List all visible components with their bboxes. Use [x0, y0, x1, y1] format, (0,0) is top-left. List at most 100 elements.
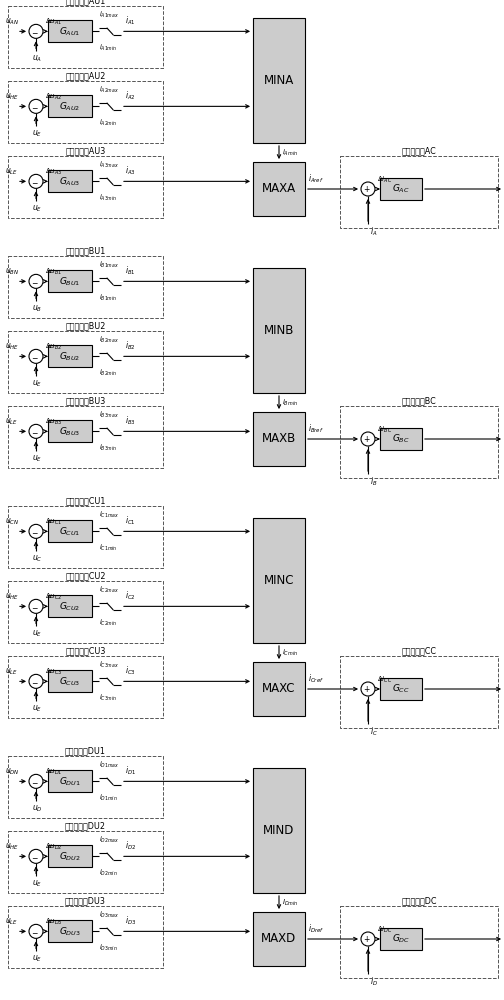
Text: $\Delta u_{D2}$: $\Delta u_{D2}$ [45, 842, 62, 852]
Text: $\Delta u_{D1}$: $\Delta u_{D1}$ [45, 767, 62, 777]
Text: $i_{D1min}$: $i_{D1min}$ [99, 792, 118, 803]
Text: $\Delta u_{B1}$: $\Delta u_{B1}$ [45, 267, 62, 277]
Text: $u_E$: $u_E$ [32, 703, 42, 714]
Bar [48, 520, 92, 542]
Text: 电压控制环CU2: 电压控制环CU2 [65, 571, 106, 580]
Text: $u_{HE}$: $u_{HE}$ [5, 842, 19, 852]
Bar [8, 831, 163, 893]
Text: $I_{Dmin}$: $I_{Dmin}$ [282, 897, 299, 908]
Text: 电压控制环BU3: 电压控制环BU3 [66, 396, 106, 405]
Bar [340, 406, 498, 478]
Text: $\Delta i_{BC}$: $\Delta i_{BC}$ [377, 425, 393, 435]
Text: $i_{C2}$: $i_{C2}$ [125, 590, 136, 602]
Text: $i_{C1max}$: $i_{C1max}$ [99, 510, 119, 520]
Bar [8, 656, 163, 718]
Text: $\Delta u_{D3}$: $\Delta u_{D3}$ [45, 917, 62, 927]
Text: $i_{A1min}$: $i_{A1min}$ [99, 42, 117, 53]
Bar [340, 156, 498, 228]
Text: $i_{B3min}$: $i_{B3min}$ [99, 442, 117, 453]
Text: $u_A$: $u_A$ [32, 53, 42, 64]
Text: $i_{C1min}$: $i_{C1min}$ [99, 542, 117, 553]
Bar [253, 268, 305, 393]
Text: MAXD: MAXD [262, 932, 297, 946]
Text: $i_{D3}$: $i_{D3}$ [125, 915, 136, 927]
Text: MINC: MINC [264, 574, 294, 587]
Text: $u_C$: $u_C$ [32, 553, 42, 564]
Text: $G_{CU3}$: $G_{CU3}$ [59, 675, 81, 688]
Text: $\Delta u_{A3}$: $\Delta u_{A3}$ [45, 167, 62, 177]
Bar [48, 270, 92, 292]
Text: $i_{D1max}$: $i_{D1max}$ [99, 760, 119, 770]
Text: $i_{Bref}$: $i_{Bref}$ [308, 422, 324, 435]
Text: $i_{C2max}$: $i_{C2max}$ [99, 585, 119, 595]
Bar [380, 678, 422, 700]
Text: $i_C$: $i_C$ [370, 726, 378, 738]
Text: $\Delta u_{B3}$: $\Delta u_{B3}$ [45, 417, 62, 427]
Text: $+$: $+$ [363, 684, 371, 694]
Text: $-$: $-$ [31, 602, 39, 611]
Text: $G_{DU3}$: $G_{DU3}$ [59, 925, 81, 938]
Text: $i_A$: $i_A$ [370, 226, 377, 238]
Text: $i_{A3}$: $i_{A3}$ [125, 165, 136, 177]
Text: 电压控制环AU3: 电压控制环AU3 [66, 146, 106, 155]
Text: 电压控制环AU1: 电压控制环AU1 [66, 0, 106, 5]
Text: $i_{B1}$: $i_{B1}$ [125, 265, 136, 277]
Bar [253, 768, 305, 893]
Bar [8, 256, 163, 318]
Text: $u_{AN}$: $u_{AN}$ [5, 17, 19, 27]
Bar [48, 845, 92, 867]
Text: 电压控制环DU2: 电压控制环DU2 [65, 821, 106, 830]
Text: $u_E$: $u_E$ [32, 378, 42, 389]
Text: $-$: $-$ [31, 777, 39, 786]
Text: MIND: MIND [263, 824, 295, 837]
Text: $\Delta u_{A2}$: $\Delta u_{A2}$ [45, 92, 62, 102]
Text: $i_{D3max}$: $i_{D3max}$ [99, 910, 119, 920]
Text: $-$: $-$ [31, 677, 39, 686]
Text: MINB: MINB [264, 324, 294, 337]
Bar [253, 162, 305, 216]
Text: $-$: $-$ [31, 527, 39, 536]
Text: $-$: $-$ [31, 427, 39, 436]
Bar [8, 156, 163, 218]
Text: 电压控制环BU2: 电压控制环BU2 [66, 321, 106, 330]
Text: $i_{Cref}$: $i_{Cref}$ [308, 672, 324, 685]
Text: $i_{C2min}$: $i_{C2min}$ [99, 617, 117, 628]
Bar [8, 6, 163, 68]
Text: $-$: $-$ [31, 277, 39, 286]
Text: $G_{CC}$: $G_{CC}$ [392, 683, 410, 695]
Text: $-$: $-$ [31, 852, 39, 861]
Text: $i_{Cmin}$: $i_{Cmin}$ [282, 647, 298, 658]
Text: $u_E$: $u_E$ [32, 628, 42, 639]
Text: $i_{C3max}$: $i_{C3max}$ [99, 660, 119, 670]
Bar [48, 95, 92, 117]
Text: $i_{C1}$: $i_{C1}$ [125, 515, 136, 527]
Bar [8, 406, 163, 468]
Text: 电压控制环AU2: 电压控制环AU2 [66, 71, 106, 80]
Text: $\Delta u_{C1}$: $\Delta u_{C1}$ [45, 517, 62, 527]
Bar [380, 428, 422, 450]
Text: $+$: $+$ [363, 434, 371, 444]
Text: $i_{D2}$: $i_{D2}$ [125, 840, 136, 852]
Bar [48, 345, 92, 367]
Text: MAXB: MAXB [262, 432, 296, 446]
Text: $-$: $-$ [31, 177, 39, 186]
Text: $i_{B2}$: $i_{B2}$ [125, 340, 136, 352]
Text: $\Delta u_{A1}$: $\Delta u_{A1}$ [45, 17, 62, 27]
Text: $\Delta u_{C2}$: $\Delta u_{C2}$ [45, 592, 62, 602]
Text: $\Delta i_{CC}$: $\Delta i_{CC}$ [377, 675, 393, 685]
Text: $\Delta i_{DC}$: $\Delta i_{DC}$ [377, 925, 393, 935]
Text: $i_{B3}$: $i_{B3}$ [125, 415, 136, 427]
Bar [8, 906, 163, 968]
Text: $u_{BN}$: $u_{BN}$ [5, 267, 19, 277]
Text: MAXC: MAXC [262, 682, 296, 696]
Bar [253, 662, 305, 716]
Text: $i_{B2min}$: $i_{B2min}$ [99, 367, 117, 378]
Bar [48, 595, 92, 617]
Bar [8, 331, 163, 393]
Text: $i_{D1}$: $i_{D1}$ [125, 765, 136, 777]
Text: $G_{CU1}$: $G_{CU1}$ [59, 525, 81, 538]
Text: $i_{A2min}$: $i_{A2min}$ [99, 117, 117, 128]
Text: $i_{A3min}$: $i_{A3min}$ [99, 192, 117, 203]
Text: $u_B$: $u_B$ [32, 303, 42, 314]
Text: $i_{A2}$: $i_{A2}$ [125, 90, 136, 102]
